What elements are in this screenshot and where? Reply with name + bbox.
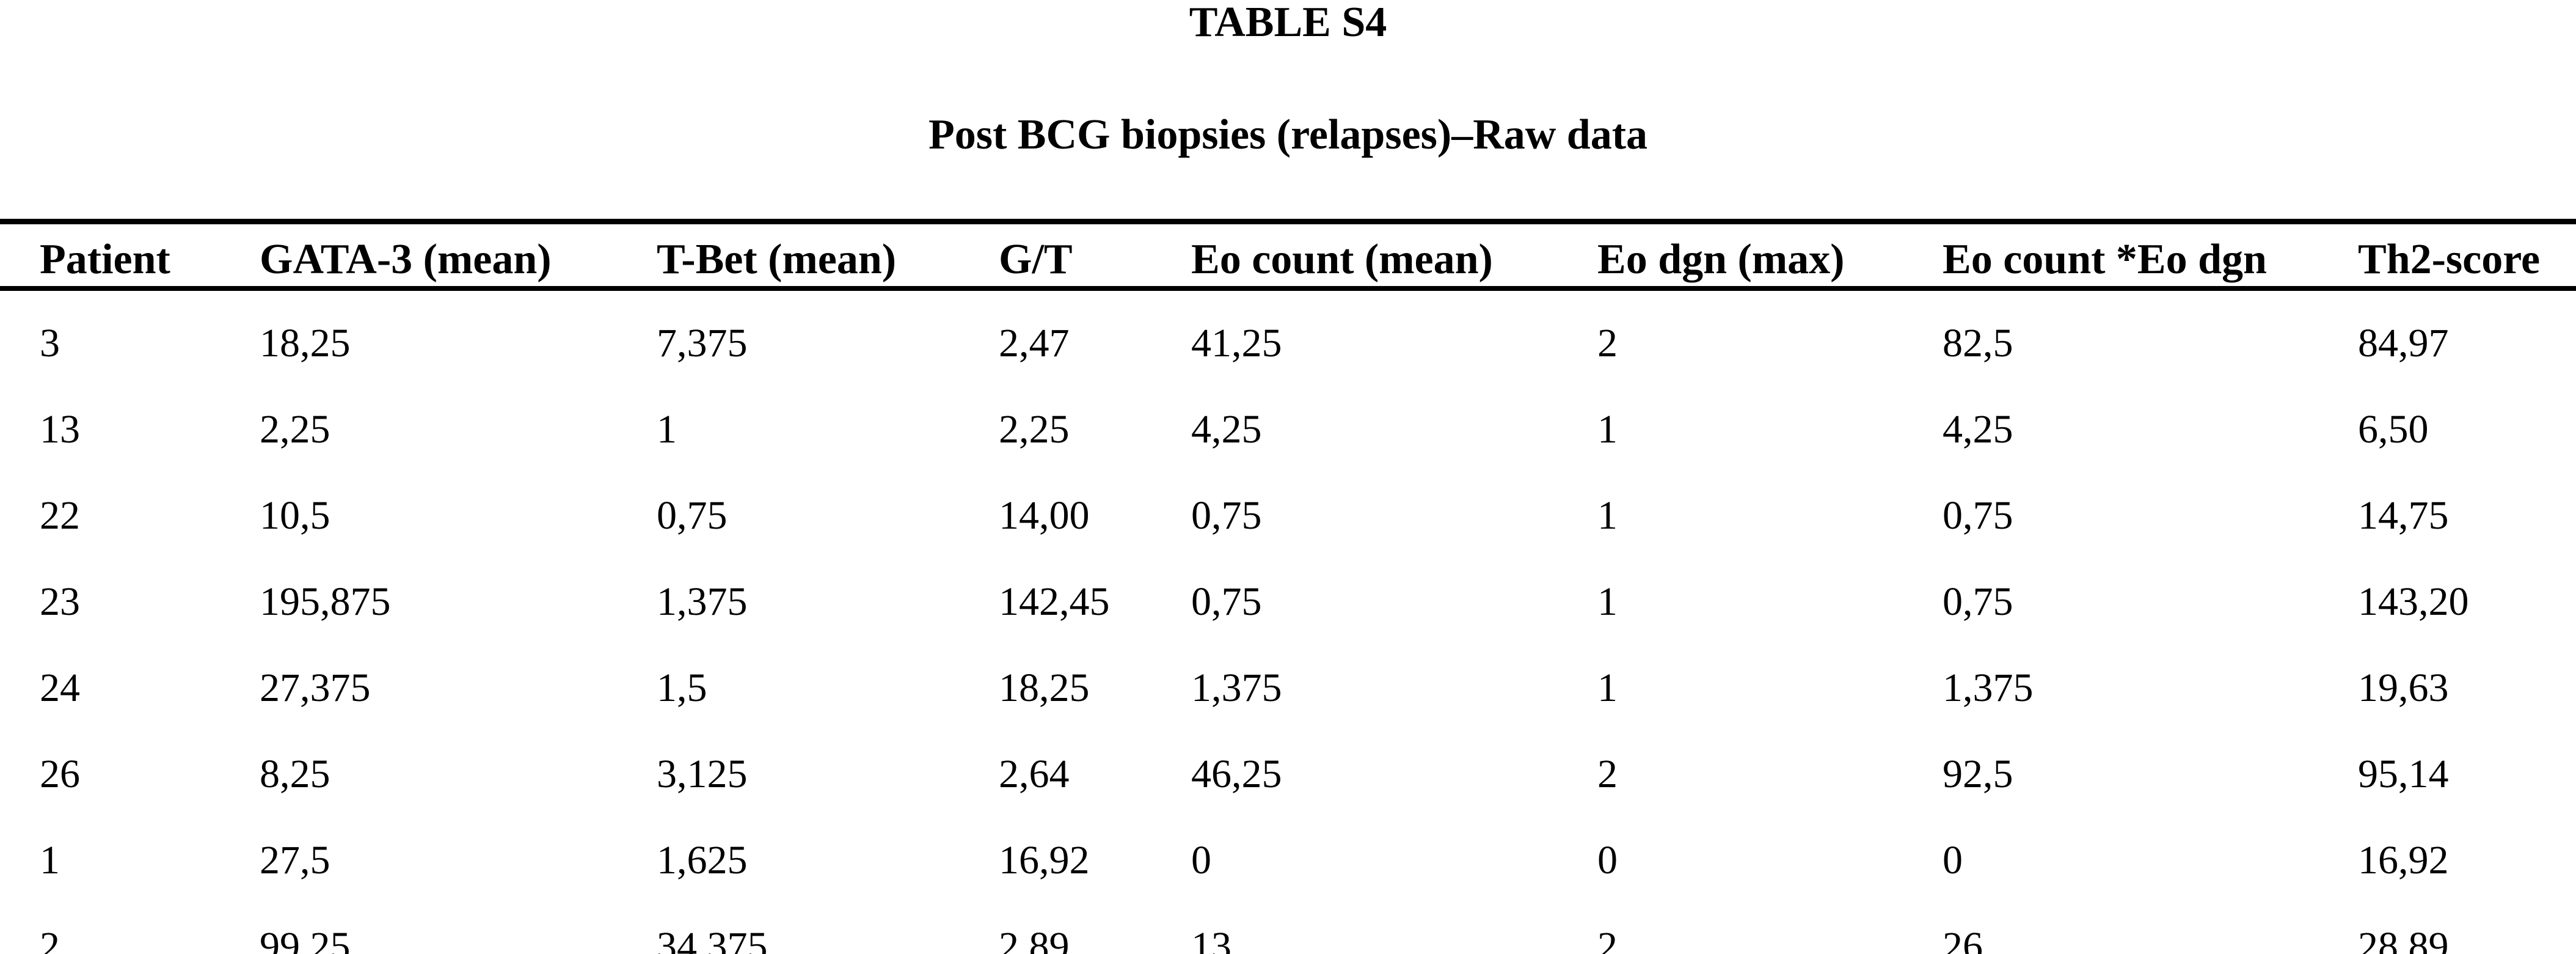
cell-tbet: 3,125 — [657, 752, 748, 796]
column-header-patient: Patient — [0, 221, 254, 291]
cell-tbet: 1,5 — [657, 666, 707, 710]
cell-eo-prod: 4,25 — [1943, 407, 2013, 452]
cell-th2: 16,92 — [2358, 838, 2449, 882]
column-header-eo-dgn-max: Eo dgn (max) — [1591, 221, 1936, 291]
cell-gata3: 27,375 — [260, 666, 371, 710]
cell-eo-count: 41,25 — [1191, 321, 1282, 365]
table-row: 22 10,5 0,75 14,00 0,75 1 0,75 14,75 — [0, 463, 2576, 549]
cell-eo-dgn: 1 — [1597, 579, 1618, 624]
cell-gata3: 99,25 — [260, 924, 351, 954]
cell-eo-dgn: 1 — [1597, 493, 1618, 538]
cell-gt: 2,47 — [999, 321, 1070, 365]
cell-gt: 14,00 — [999, 493, 1090, 538]
cell-tbet: 7,375 — [657, 321, 748, 365]
column-header-tbet-mean: T-Bet (mean) — [651, 221, 993, 291]
cell-eo-dgn: 2 — [1597, 752, 1618, 796]
column-header-eo-count-mean: Eo count (mean) — [1185, 221, 1591, 291]
cell-eo-prod: 0,75 — [1943, 579, 2013, 624]
table-title: Post BCG biopsies (relapses)–Raw data — [928, 111, 1648, 158]
cell-eo-count: 0 — [1191, 838, 1211, 882]
cell-th2: 14,75 — [2358, 493, 2449, 538]
cell-patient: 23 — [40, 579, 80, 624]
cell-gt: 18,25 — [999, 666, 1090, 710]
cell-tbet: 1 — [657, 407, 677, 452]
cell-eo-count: 46,25 — [1191, 752, 1282, 796]
cell-gt: 2,89 — [999, 924, 1070, 954]
cell-gata3: 195,875 — [260, 579, 391, 624]
header-row: Patient GATA-3 (mean) T-Bet (mean) G/T E… — [0, 221, 2576, 291]
cell-eo-prod: 26 — [1943, 924, 1983, 954]
cell-gata3: 18,25 — [260, 321, 351, 365]
cell-patient: 2 — [40, 924, 60, 954]
cell-eo-prod: 1,375 — [1943, 666, 2034, 710]
cell-patient: 13 — [40, 407, 80, 452]
table-body: 3 18,25 7,375 2,47 41,25 2 82,5 84,97 13… — [0, 288, 2576, 954]
cell-eo-dgn: 1 — [1597, 407, 1618, 452]
cell-gata3: 27,5 — [260, 838, 330, 882]
cell-th2: 143,20 — [2358, 579, 2469, 624]
cell-gata3: 8,25 — [260, 752, 330, 796]
data-table: Patient GATA-3 (mean) T-Bet (mean) G/T E… — [0, 219, 2576, 954]
cell-eo-prod: 0,75 — [1943, 493, 2013, 538]
cell-eo-count: 0,75 — [1191, 493, 1262, 538]
cell-patient: 26 — [40, 752, 80, 796]
table-row: 3 18,25 7,375 2,47 41,25 2 82,5 84,97 — [0, 288, 2576, 377]
table-row: 23 195,875 1,375 142,45 0,75 1 0,75 143,… — [0, 549, 2576, 636]
table-row: 13 2,25 1 2,25 4,25 1 4,25 6,50 — [0, 377, 2576, 463]
cell-eo-prod: 82,5 — [1943, 321, 2013, 365]
cell-eo-dgn: 0 — [1597, 838, 1618, 882]
cell-patient: 22 — [40, 493, 80, 538]
cell-tbet: 34,375 — [657, 924, 768, 954]
cell-th2: 6,50 — [2358, 407, 2429, 452]
cell-gt: 2,64 — [999, 752, 1070, 796]
table-row: 1 27,5 1,625 16,92 0 0 0 16,92 — [0, 808, 2576, 894]
cell-th2: 84,97 — [2358, 321, 2449, 365]
cell-eo-count: 0,75 — [1191, 579, 1262, 624]
cell-tbet: 1,625 — [657, 838, 748, 882]
cell-th2: 19,63 — [2358, 666, 2449, 710]
cell-gata3: 2,25 — [260, 407, 330, 452]
cell-th2: 28,89 — [2358, 924, 2449, 954]
cell-gata3: 10,5 — [260, 493, 330, 538]
table-row: 26 8,25 3,125 2,64 46,25 2 92,5 95,14 — [0, 722, 2576, 808]
cell-patient: 3 — [40, 321, 60, 365]
column-header-th2-score: Th2-score — [2352, 221, 2576, 291]
cell-eo-count: 4,25 — [1191, 407, 1262, 452]
column-header-gt-ratio: G/T — [993, 221, 1185, 291]
cell-tbet: 0,75 — [657, 493, 728, 538]
cell-eo-count: 13 — [1191, 924, 1231, 954]
cell-tbet: 1,375 — [657, 579, 748, 624]
table-row: 2 99,25 34,375 2,89 13 2 26 28,89 — [0, 894, 2576, 954]
cell-eo-dgn: 2 — [1597, 321, 1618, 365]
cell-gt: 2,25 — [999, 407, 1070, 452]
cell-gt: 142,45 — [999, 579, 1110, 624]
table-header: Patient GATA-3 (mean) T-Bet (mean) G/T E… — [0, 221, 2576, 291]
cell-eo-prod: 0 — [1943, 838, 1963, 882]
cell-gt: 16,92 — [999, 838, 1090, 882]
cell-patient: 1 — [40, 838, 60, 882]
column-header-eo-count-times-eo-dgn: Eo count *Eo dgn — [1936, 221, 2352, 291]
cell-eo-dgn: 2 — [1597, 924, 1618, 954]
cell-patient: 24 — [40, 666, 80, 710]
cell-eo-count: 1,375 — [1191, 666, 1282, 710]
table-row: 24 27,375 1,5 18,25 1,375 1 1,375 19,63 — [0, 636, 2576, 722]
column-header-gata3-mean: GATA-3 (mean) — [254, 221, 651, 291]
table-label: TABLE S4 — [1189, 0, 1387, 46]
cell-eo-dgn: 1 — [1597, 666, 1618, 710]
cell-eo-prod: 92,5 — [1943, 752, 2013, 796]
cell-th2: 95,14 — [2358, 752, 2449, 796]
